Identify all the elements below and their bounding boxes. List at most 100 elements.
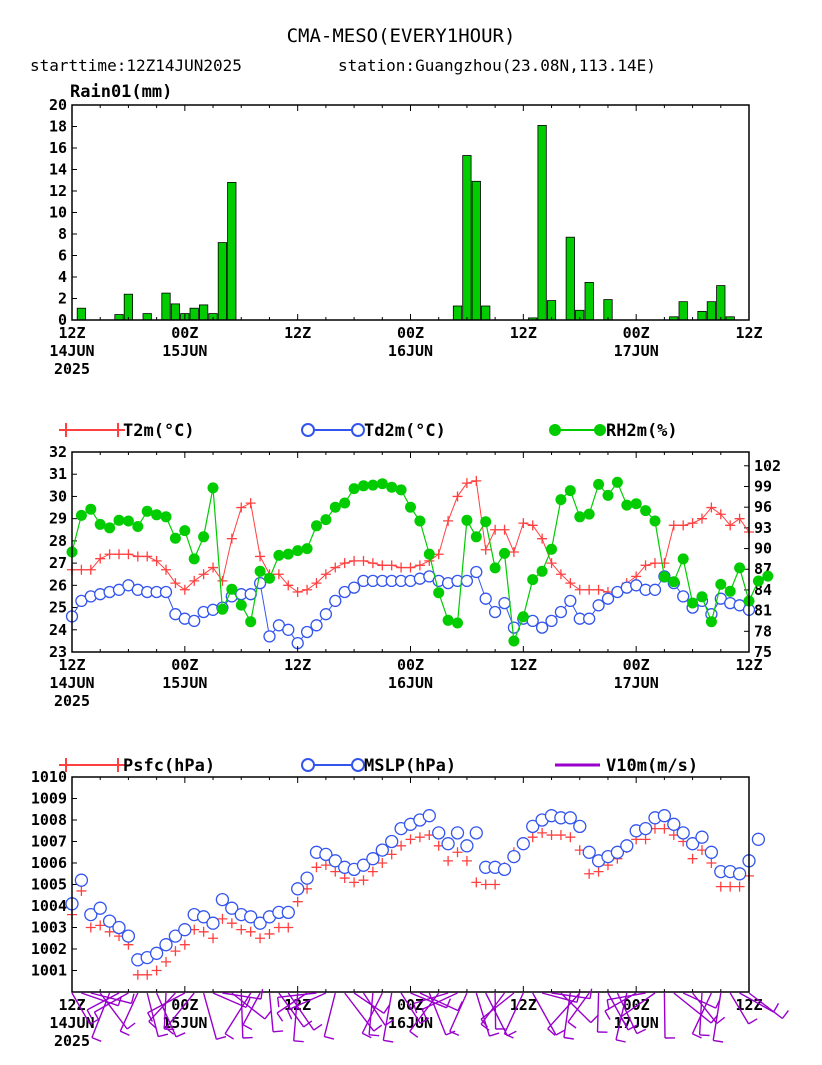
t2m-point [480,544,491,555]
rain-bar [123,293,133,321]
mslp-point [657,809,672,823]
rh2m-point [85,503,97,515]
rain-bar [537,125,547,321]
psfc-point [283,922,294,933]
t2m-point [292,587,303,597]
rain-x-date-label: 14JUN [49,342,94,360]
rh2m-point [348,483,360,495]
mslp-point [178,923,192,937]
psfc-point [480,879,491,890]
rh2m-point [658,571,670,583]
rh2m-point [292,545,304,557]
rh2m-point [715,578,727,590]
rain-y-tick-label: 12 [49,182,67,200]
wind-barb-staff [567,992,590,1023]
psfc-point [264,928,275,939]
psfc-point [104,926,115,937]
pres-y-tick-label: 1008 [31,811,67,829]
rh2m-point [376,478,388,490]
wind-barb-feather [449,1030,460,1037]
t2m-point [198,569,209,580]
wind-barb-staff [480,992,515,1020]
t2m-point [546,558,557,569]
rh2m-point [517,611,529,623]
wind-barb-staff [698,992,703,1035]
mslp-point [497,862,512,877]
rh2m-point [734,562,746,574]
temp-x-date-label: 14JUN [49,674,94,692]
wind-barb-staff [81,992,119,1007]
td2m-point [253,576,267,590]
t2m-point [508,547,519,557]
rain-y-tick-label: 2 [58,290,67,308]
mslp-point [582,845,596,859]
rh2m-point [264,572,275,584]
temp-x-tick-label: 00Z [171,656,198,674]
wind-barb-feather [361,1032,372,1039]
wind-barb-staff [163,992,167,1030]
temp-y-tick-label: 25 [49,599,67,617]
rain-x-year-label: 2025 [54,360,90,378]
t2m-point [565,578,576,589]
psfc-point [339,873,350,884]
td2m-point [535,621,549,634]
chart-title: CMA-MESO(EVERY1HOUR) [287,25,516,47]
pres-y-tick-label: 1001 [31,962,67,980]
wind-barb-feather [165,1027,175,1035]
wind-barb-feather [147,1012,154,1022]
psfc-point [367,866,378,877]
rh-y-tick-label: 99 [754,477,772,495]
wind-barb-feather [264,1010,272,1020]
temp-x-date-label: 17JUN [614,674,659,692]
legend-psfc-marker-icon [59,758,125,772]
t2m-point [490,524,501,535]
temp-x-tick-label: 00Z [397,656,424,674]
psfc-point [527,832,538,843]
mslp-point [620,839,634,853]
wind-barb-feather [772,1002,780,1013]
rh2m-point [132,521,144,532]
td2m-point [564,594,577,608]
wind-barb-feather [620,1016,627,1026]
mslp-point [168,929,183,943]
t2m-point [471,475,482,486]
rh2m-point [668,576,680,588]
wind-barb-staff [413,992,449,1005]
psfc-point [734,881,745,892]
mslp-point [563,811,577,825]
wind-barb-staff [276,992,308,1014]
rh2m-point [499,547,510,559]
rh2m-point [104,522,116,534]
rh2m-point [160,511,172,523]
rain-bar [603,299,613,321]
wind-barb-feather [383,1039,394,1043]
rain-bar [462,155,472,321]
wind-barb-feather [567,1021,577,1029]
td2m-point [282,623,295,636]
mslp-point [93,901,107,915]
t2m-point [189,575,200,586]
wind-barb-feather [713,1039,724,1043]
wind-barb-staff [428,992,447,1036]
wind-barb-feather [781,1010,789,1019]
rain-y-tick-label: 20 [49,96,67,114]
rh2m-point [113,514,125,526]
temp-y-tick-label: 27 [49,554,67,572]
rain-bar [114,314,124,321]
psfc-point [687,853,698,864]
psfc-point [537,827,548,838]
psfc-point [377,858,388,868]
td2m-point [592,599,605,612]
t2m-point [236,502,247,513]
wind-barb-staff [551,992,591,1000]
t2m-point [302,584,313,595]
wind-barb-staff [682,992,717,1009]
pres-y-tick-label: 1009 [31,790,67,808]
temp-x-date-label: 15JUN [162,674,207,692]
rh2m-point [423,548,435,560]
wind-barb-staff [620,992,656,1018]
psfc-point [471,877,482,888]
rh2m-point [311,520,322,532]
rain-bar [76,307,86,321]
wind-barb-feather [420,1017,430,1024]
